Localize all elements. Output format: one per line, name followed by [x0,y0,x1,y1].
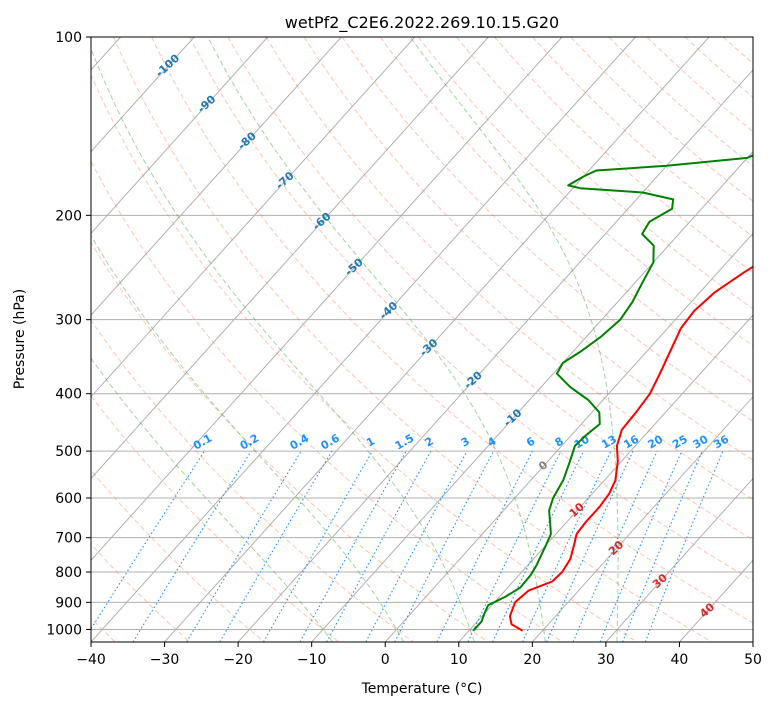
moist-adiabat-line [410,37,618,642]
dry-adiabat-line [0,37,264,642]
x-tick-label: −40 [76,652,106,668]
dry-adiabat-line [609,37,775,642]
mixing-ratio-label: 30 [691,432,711,451]
mixing-ratio-label: 0.4 [288,431,312,452]
y-tick-label: 300 [55,313,82,329]
x-tick-label: 10 [450,652,468,668]
mixing-ratio-line [187,451,302,642]
mixing-ratio-line [395,451,494,642]
mixing-ratio-label: 16 [621,432,641,451]
isotherm-gridline [679,37,775,642]
y-tick-label: 100 [55,30,82,46]
dewpoint-profile-line [473,37,775,631]
x-tick-label: 30 [597,652,615,668]
dry-adiabat-line [228,37,775,642]
dry-adiabat-line [647,37,775,642]
mixing-ratio-label: 0.6 [318,431,342,452]
moist-adiabat-line [0,37,333,642]
isotherm-gridline [753,37,775,642]
mixing-ratio-label: 25 [670,433,690,452]
y-axis-label: Pressure (hPa) [12,289,28,389]
moist-adiabat-line [208,37,545,642]
profile-series-layer [473,37,775,631]
isotherm-gridline [17,37,562,642]
moist-adiabat-line [87,37,475,642]
dry-adiabat-line [0,37,339,642]
mixing-ratio-label: 6 [524,434,537,449]
mixing-ratio-label: 13 [599,433,619,452]
moist-adiabat-line [6,37,404,642]
x-axis-ticks: −40 −30 −20 −10 0 10 20 30 40 50 [76,642,762,668]
dry-adiabat-line [76,37,638,642]
mixing-ratio-line [623,451,703,642]
dry-adiabat-line [571,37,775,642]
mixing-ratio-label: 8 [553,435,566,450]
mixing-ratio-label: 3 [459,435,472,450]
mixing-ratio-line [83,451,205,642]
y-tick-label: 400 [55,387,82,403]
mixing-ratio-label: 1 [364,435,377,450]
x-axis-label: Temperature (°C) [361,681,483,697]
mixing-ratio-line [468,451,561,642]
x-tick-label: 20 [523,652,541,668]
mixing-ratio-line [300,451,406,642]
chart-title: wetPf2_C2E6.2022.269.10.15.G20 [285,13,559,33]
y-tick-label: 900 [55,595,82,611]
isotherm-gridline [0,37,268,642]
x-tick-label: 40 [671,652,689,668]
x-tick-label: 0 [381,652,390,668]
y-tick-label: 1000 [46,622,82,638]
x-tick-label: −20 [223,652,253,668]
x-tick-label: −10 [297,652,327,668]
isotherm-gridline [91,37,636,642]
mixing-ratio-line [133,451,251,642]
dry-adiabat-line [0,37,413,642]
mixing-ratio-label: 0.1 [191,432,214,453]
mixing-ratio-label: 36 [711,432,731,451]
isotherm-gridline [532,37,775,642]
y-tick-label: 800 [55,565,82,581]
mixing-ratio-line [366,451,467,642]
mixing-ratio-line [264,451,373,642]
x-tick-label: 50 [744,652,762,668]
mixing-ratio-label: 0.2 [238,432,261,453]
dry-adiabat-line [0,37,488,642]
x-tick-label: −30 [150,652,180,668]
dry-adiabat-line [266,37,775,642]
isotherm-gridline [238,37,775,642]
isotherm-gridline [0,37,488,642]
y-tick-label: 700 [55,531,82,547]
y-tick-label: 500 [55,444,82,460]
y-tick-label: 600 [55,491,82,507]
mixing-ratio-label: 2 [423,435,436,450]
mixing-ratio-label: 1.5 [393,432,416,453]
mixing-ratio-line [493,451,584,642]
dry-adiabat-line [495,37,775,642]
dry-adiabat-line [152,37,775,642]
y-axis-ticks: 100 200 300 400 500 600 700 800 900 1000 [46,30,91,638]
mixing-ratio-line [327,451,431,642]
y-tick-label: 200 [55,208,82,224]
isotherm-gridline [0,37,415,642]
dry-adiabat-line [380,37,775,642]
background-lines-layer [0,37,775,642]
dry-adiabat-line [685,37,775,642]
isotherm-label: -100 [153,52,182,80]
plot-frame [91,37,753,642]
mixing-ratio-label: 20 [646,432,666,451]
